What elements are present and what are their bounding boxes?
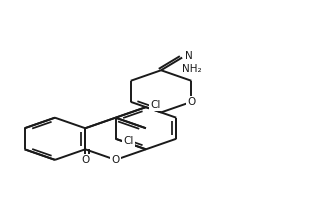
Text: O: O — [81, 155, 89, 165]
Text: O: O — [112, 155, 120, 165]
Text: N: N — [185, 51, 193, 61]
Text: NH₂: NH₂ — [181, 64, 201, 74]
Text: O: O — [187, 97, 196, 107]
Text: Cl: Cl — [150, 100, 161, 110]
Text: Cl: Cl — [123, 136, 134, 146]
